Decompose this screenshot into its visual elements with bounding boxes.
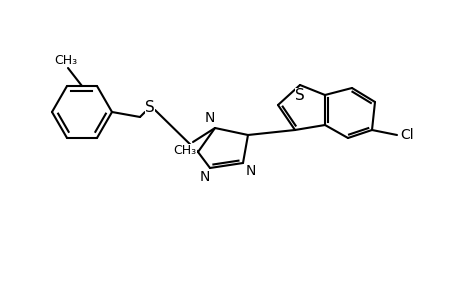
Text: N: N: [245, 164, 256, 178]
Text: N: N: [204, 111, 215, 125]
Text: Cl: Cl: [399, 128, 413, 142]
Text: CH₃: CH₃: [173, 143, 196, 157]
Text: CH₃: CH₃: [54, 53, 78, 67]
Text: S: S: [295, 88, 304, 103]
Text: S: S: [145, 100, 155, 115]
Text: N: N: [199, 170, 210, 184]
